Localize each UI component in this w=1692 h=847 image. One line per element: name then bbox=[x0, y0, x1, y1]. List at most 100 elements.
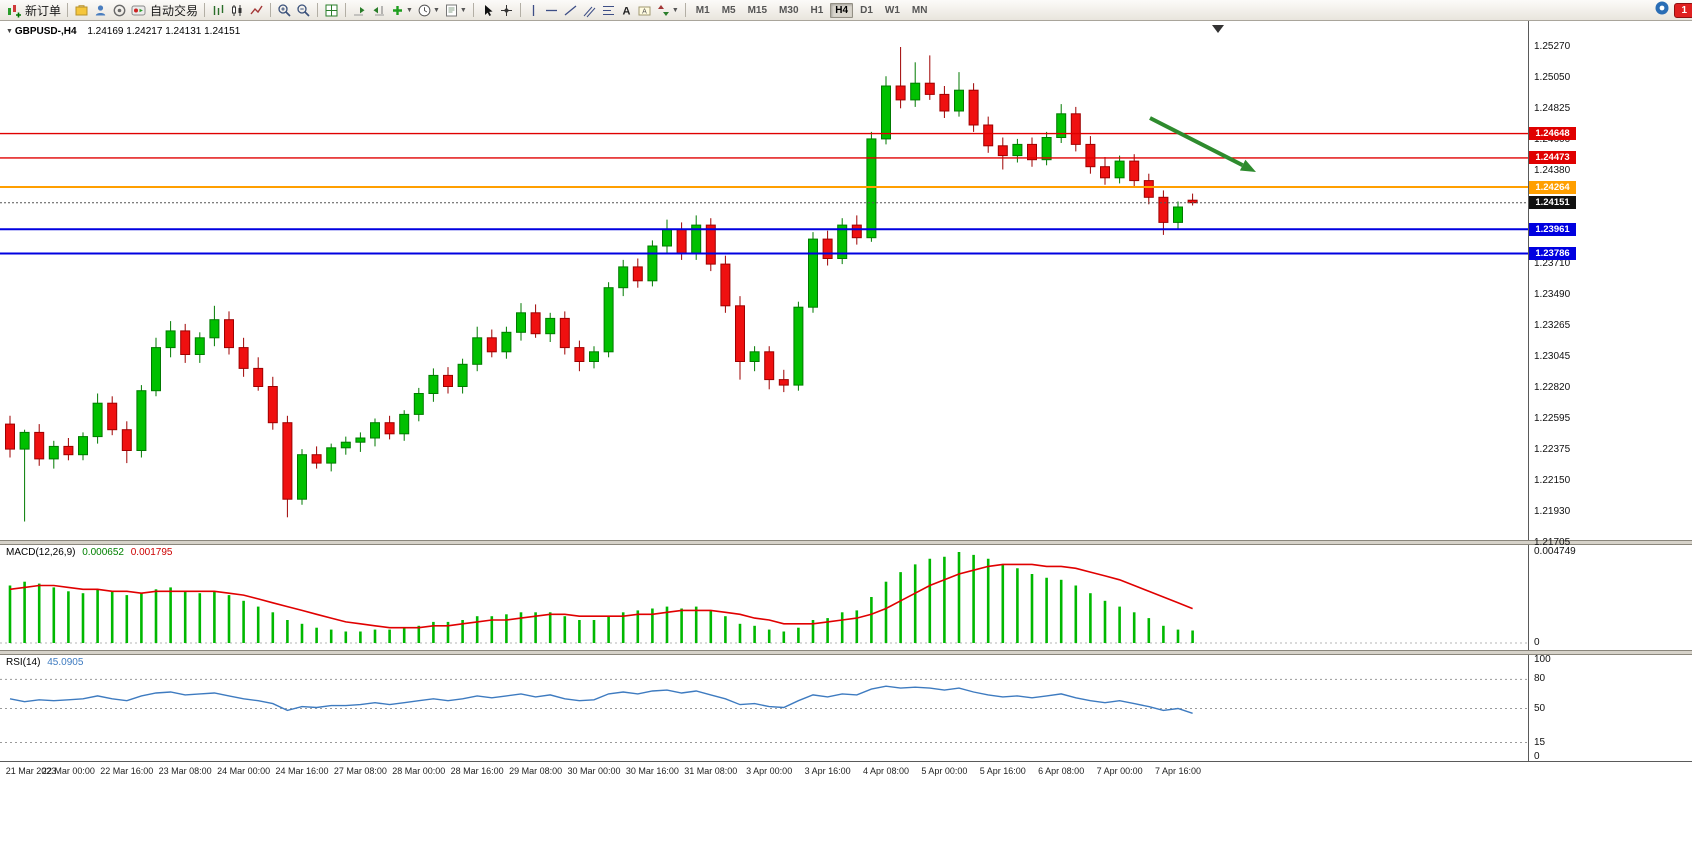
toolbar-separator bbox=[270, 3, 272, 17]
candlestick-mode-button[interactable] bbox=[228, 1, 247, 19]
timeframe-button-M15[interactable]: M15 bbox=[747, 4, 768, 16]
price-tick: 1.22150 bbox=[1534, 475, 1571, 487]
arrows-icon bbox=[656, 3, 671, 18]
time-tick: 31 Mar 08:00 bbox=[684, 766, 738, 776]
time-tick: 21 Mar 2023 bbox=[5, 766, 57, 776]
auto-scroll-button[interactable] bbox=[350, 1, 369, 19]
trend-arrow-annotation[interactable] bbox=[1149, 116, 1256, 172]
timeframe-button-W1[interactable]: W1 bbox=[884, 4, 900, 16]
time-tick: 27 Mar 08:00 bbox=[333, 766, 387, 776]
price-tick: 1.24825 bbox=[1534, 103, 1571, 114]
periods-button[interactable]: ▼ bbox=[415, 1, 442, 19]
price-tick: 1.24600 bbox=[1534, 134, 1571, 146]
price-axis-separator bbox=[1528, 21, 1529, 761]
price-tag-1.24473: 1.24473 bbox=[1529, 151, 1576, 165]
timeframe-button-D1[interactable]: D1 bbox=[860, 4, 873, 16]
time-tick: 7 Apr 00:00 bbox=[1096, 766, 1143, 776]
macd-tick: 0.004749 bbox=[1534, 546, 1576, 557]
dropdown-caret-icon: ▼ bbox=[459, 6, 467, 14]
price-tick: 1.22820 bbox=[1534, 381, 1571, 393]
fibonacci-tool-button[interactable] bbox=[599, 1, 618, 19]
indicators-button[interactable]: ▼ bbox=[388, 1, 415, 19]
timeframe-button-M1[interactable]: M1 bbox=[695, 4, 710, 16]
arrows-tool-button[interactable]: ▼ bbox=[654, 1, 681, 19]
toolbar-separator bbox=[204, 3, 206, 17]
time-tick: 7 Apr 16:00 bbox=[1154, 766, 1202, 776]
text-tool-button[interactable]: A bbox=[618, 1, 635, 19]
price-tag-1.23961: 1.23961 bbox=[1529, 222, 1576, 236]
horizontal-line-tool-button[interactable] bbox=[542, 1, 561, 19]
bar-chart-mode-button[interactable] bbox=[209, 1, 228, 19]
rsi-tick: 80 bbox=[1534, 673, 1546, 685]
time-tick: 30 Mar 16:00 bbox=[625, 766, 679, 776]
time-axis-separator bbox=[0, 761, 1692, 762]
timeframe-button-M5[interactable]: M5 bbox=[721, 4, 736, 16]
panel-splitter[interactable] bbox=[0, 540, 1692, 545]
channel-tool-button[interactable] bbox=[580, 1, 599, 19]
price-tick: 1.23935 bbox=[1534, 226, 1571, 238]
macd-tick: 0 bbox=[1534, 637, 1540, 648]
notification-badge[interactable]: 1 bbox=[1674, 2, 1692, 18]
text-label-tool-button[interactable]: A bbox=[635, 1, 654, 19]
time-tick: 6 Apr 08:00 bbox=[1038, 766, 1085, 776]
clock-icon bbox=[417, 3, 432, 18]
templates-button[interactable]: ▼ bbox=[442, 1, 469, 19]
label-icon: A bbox=[637, 3, 652, 18]
market-watch-icon bbox=[74, 3, 89, 18]
toolbar-separator bbox=[684, 3, 686, 17]
tile-windows-button[interactable] bbox=[322, 1, 341, 19]
symbol-dropdown-icon[interactable]: ▼ bbox=[6, 28, 15, 35]
price-tick: 1.23490 bbox=[1534, 288, 1571, 300]
zoom-in-icon bbox=[277, 3, 292, 18]
panel-splitter[interactable] bbox=[0, 650, 1692, 655]
new-order-button[interactable]: 新订单 bbox=[4, 1, 63, 19]
price-tick: 1.25270 bbox=[1534, 41, 1571, 52]
timeframe-button-H1[interactable]: H1 bbox=[810, 4, 824, 16]
market-watch-button[interactable] bbox=[72, 1, 91, 19]
community-icon[interactable] bbox=[1654, 0, 1670, 21]
timeframe-button-H4[interactable]: H4 bbox=[830, 2, 854, 18]
timeframe-toolbar: M1 M5 M15 M30 H1 H4 D1 W1 MN bbox=[690, 2, 934, 18]
time-tick: 22 Mar 16:00 bbox=[100, 766, 154, 776]
timeframe-button-MN[interactable]: MN bbox=[911, 4, 928, 16]
time-tick: 29 Mar 08:00 bbox=[509, 766, 563, 776]
auto-trading-button[interactable]: 自动交易 bbox=[129, 1, 200, 19]
rsi-header: RSI(14) 45.0905 bbox=[6, 657, 83, 668]
toolbar-separator bbox=[317, 3, 319, 17]
time-tick: 5 Apr 16:00 bbox=[979, 766, 1026, 776]
rsi-tick: 50 bbox=[1534, 702, 1546, 714]
timeframe-button-M30[interactable]: M30 bbox=[779, 4, 799, 16]
time-tick: 28 Mar 00:00 bbox=[392, 766, 446, 776]
time-tick: 30 Mar 00:00 bbox=[567, 766, 621, 776]
zoom-out-button[interactable] bbox=[294, 1, 313, 19]
macd-main-value: 0.000652 bbox=[82, 547, 124, 558]
dropdown-caret-icon: ▼ bbox=[406, 6, 413, 14]
price-tick: 1.22375 bbox=[1534, 443, 1571, 455]
chart-shift-marker[interactable] bbox=[1212, 25, 1224, 33]
macd-header: MACD(12,26,9) 0.000652 0.001795 bbox=[6, 547, 172, 558]
main-toolbar: 新订单 自动交易 ▼ ▼ ▼ A A ▼ bbox=[0, 0, 1692, 21]
fibonacci-icon bbox=[601, 3, 616, 18]
chart-shift-icon bbox=[371, 3, 386, 18]
price-tag-1.24151: 1.24151 bbox=[1529, 196, 1576, 210]
vertical-line-tool-button[interactable] bbox=[525, 1, 542, 19]
new-order-icon bbox=[6, 3, 22, 18]
dropdown-caret-icon: ▼ bbox=[671, 6, 679, 14]
price-tick: 1.22595 bbox=[1534, 413, 1571, 425]
line-chart-mode-button[interactable] bbox=[247, 1, 266, 19]
rsi-tick: 15 bbox=[1534, 736, 1546, 748]
price-tag-1.24264: 1.24264 bbox=[1529, 180, 1576, 194]
tile-windows-icon bbox=[324, 3, 339, 18]
price-tick: 1.24380 bbox=[1534, 164, 1571, 176]
navigator-button[interactable] bbox=[110, 1, 129, 19]
zoom-in-button[interactable] bbox=[275, 1, 294, 19]
chart-shift-button[interactable] bbox=[369, 1, 388, 19]
bar-chart-icon bbox=[211, 3, 226, 18]
cursor-button[interactable] bbox=[478, 1, 497, 19]
trendline-tool-button[interactable] bbox=[561, 1, 580, 19]
crosshair-button[interactable] bbox=[497, 1, 516, 19]
time-tick: 24 Mar 16:00 bbox=[275, 766, 329, 776]
profiles-button[interactable] bbox=[91, 1, 110, 19]
horizontal-line-icon bbox=[544, 3, 559, 18]
